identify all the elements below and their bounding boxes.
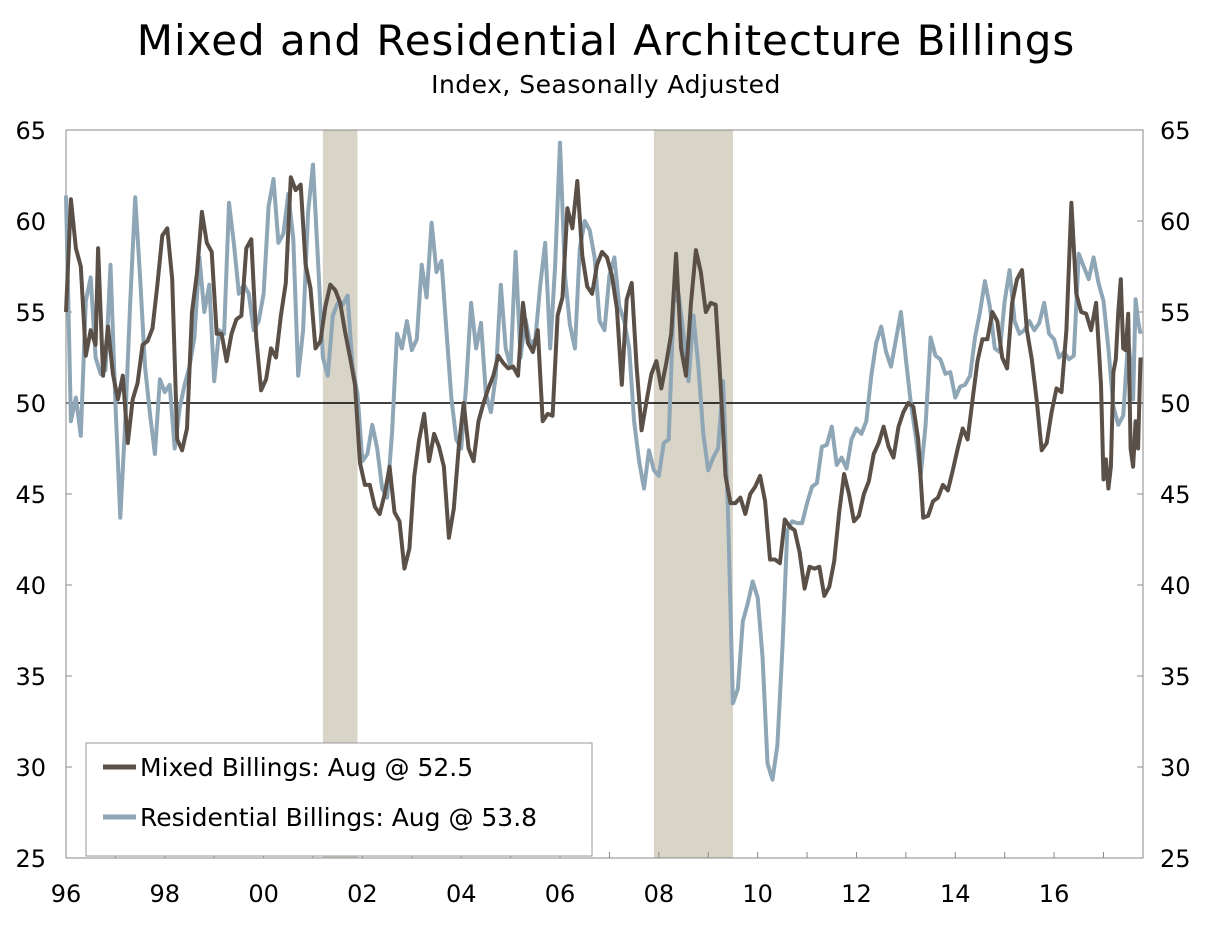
legend-box [85, 742, 593, 857]
recession-band [322, 130, 358, 858]
x-tick-label: 98 [150, 880, 181, 908]
x-tick-label: 12 [841, 880, 872, 908]
x-tick-label: 96 [51, 880, 82, 908]
recession-band [653, 130, 733, 858]
y-tick-label-right: 55 [1160, 299, 1191, 327]
x-tick-label: 14 [940, 880, 971, 908]
series-lines [64, 140, 1143, 782]
legend-label-residential: Residential Billings: Aug @ 53.8 [140, 803, 537, 832]
x-tick-label: 16 [1039, 880, 1070, 908]
chart-axes: 25 25 30 30 35 35 40 40 45 45 50 50 55 55 60 60 65 65 96 98… [15, 117, 1190, 908]
y-tick-label-left: 35 [15, 663, 46, 691]
x-tick-label: 00 [248, 880, 279, 908]
y-tick-label-left: 60 [15, 208, 46, 236]
y-tick-label-right: 45 [1160, 481, 1191, 509]
legend: Mixed Billings: Aug @ 52.5 Residential B… [85, 742, 593, 857]
y-tick-label-right: 30 [1160, 754, 1191, 782]
legend-label-mixed: Mixed Billings: Aug @ 52.5 [140, 753, 473, 782]
y-tick-label-right: 50 [1160, 390, 1191, 418]
y-tick-label-left: 50 [15, 390, 46, 418]
y-tick-label-left: 65 [15, 117, 46, 145]
chart-subtitle: Index, Seasonally Adjusted [431, 70, 781, 99]
x-tick-label: 06 [545, 880, 576, 908]
y-tick-label-right: 60 [1160, 208, 1191, 236]
y-tick-label-right: 25 [1160, 845, 1191, 873]
y-tick-label-left: 55 [15, 299, 46, 327]
y-tick-label-right: 35 [1160, 663, 1191, 691]
recession-shading [322, 130, 733, 858]
x-tick-label: 08 [644, 880, 675, 908]
series-line-residential [64, 140, 1143, 782]
x-tick-label: 04 [446, 880, 477, 908]
y-tick-label-left: 45 [15, 481, 46, 509]
y-tick-label-left: 30 [15, 754, 46, 782]
x-tick-label: 10 [742, 880, 773, 908]
series-line-mixed [64, 175, 1143, 598]
y-tick-label-left: 40 [15, 572, 46, 600]
y-tick-label-left: 25 [15, 845, 46, 873]
y-tick-label-right: 40 [1160, 572, 1191, 600]
chart-title: Mixed and Residential Architecture Billi… [136, 16, 1076, 65]
y-tick-label-right: 65 [1160, 117, 1191, 145]
x-tick-label: 02 [347, 880, 378, 908]
